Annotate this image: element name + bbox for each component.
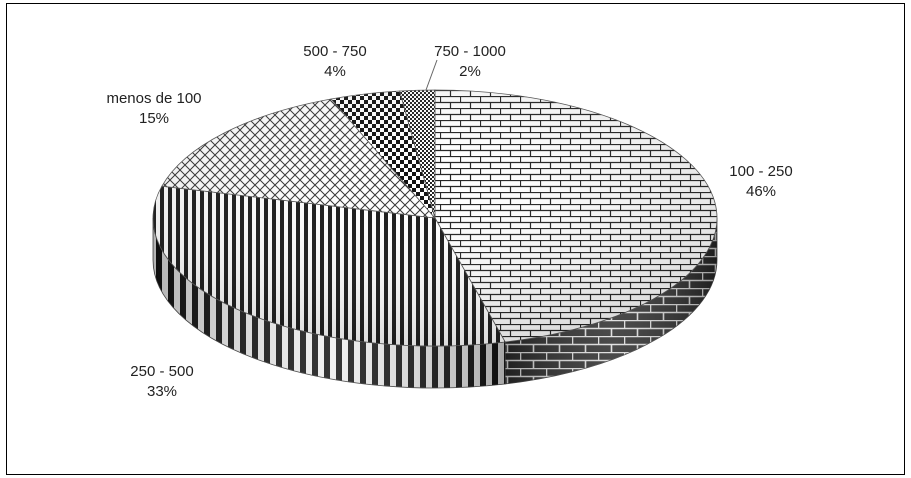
data-label-category: 100 - 250: [729, 163, 792, 180]
data-label-category: 750 - 1000: [434, 43, 506, 60]
pie-top-shading: [153, 90, 717, 346]
pie-side-shade: [153, 218, 506, 388]
leader-line: [425, 59, 438, 91]
pie-side-shade: [505, 218, 717, 384]
data-label-250-500: 250 - 500 33%: [130, 363, 193, 400]
data-label-100-250: 100 - 250 46%: [729, 163, 792, 200]
data-label-category: menos de 100: [106, 90, 201, 107]
data-label-percent: 2%: [459, 63, 481, 80]
data-label-500-750: 500 - 750 4%: [303, 43, 366, 80]
data-label-category: 250 - 500: [130, 363, 193, 380]
data-label-category: 500 - 750: [303, 43, 366, 60]
data-label-percent: 33%: [147, 383, 177, 400]
data-label-menosde100: menos de 100 15%: [106, 90, 201, 127]
data-label-750-1000: 750 - 1000 2%: [434, 43, 506, 80]
data-label-percent: 15%: [139, 110, 169, 127]
data-label-percent: 46%: [746, 183, 776, 200]
data-label-percent: 4%: [324, 63, 346, 80]
